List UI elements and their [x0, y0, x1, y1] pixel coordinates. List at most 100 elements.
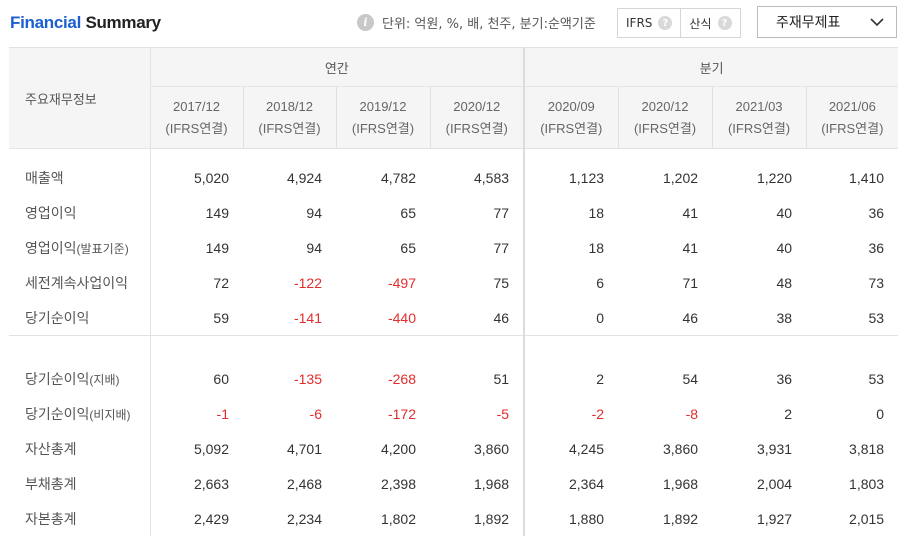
- row-label-text: 자본총계: [25, 510, 77, 527]
- value-cell: 1,202: [663, 169, 699, 186]
- value-cell: 2,398: [380, 475, 416, 492]
- value-cell: 4,200: [380, 440, 416, 457]
- ifrs-help-icon[interactable]: ?: [658, 16, 673, 30]
- value-cell: 41: [682, 239, 699, 256]
- period-type: (IFRS연결): [351, 120, 415, 136]
- period-header: 2020/09 (IFRS연결): [523, 86, 619, 149]
- row-label-text: 당기순이익: [25, 370, 90, 387]
- annual-group-header: 연간: [150, 47, 525, 87]
- value-cell: -6: [309, 405, 322, 422]
- value-cell: -141: [293, 309, 322, 326]
- basis-toggle: IFRS ? 산식 ?: [617, 8, 741, 38]
- summary-header: Financial Summary i 단위: 억원, %, 배, 천주, 분기…: [0, 0, 905, 46]
- period-date: 2020/12: [641, 98, 689, 114]
- value-cell: -8: [685, 405, 699, 422]
- value-cell: 48: [776, 274, 793, 291]
- row-label: 당기순이익: [9, 300, 151, 336]
- value-cell: -2: [523, 396, 619, 431]
- value-cell: 1,927: [757, 510, 793, 527]
- period-header: 2021/06 (IFRS연결): [805, 86, 899, 149]
- table-row: 당기순이익(비지배) -1 -6 -172 -5 -2 -8 2 0: [9, 396, 898, 431]
- row-label: 자산총계: [9, 431, 151, 466]
- unit-info: i 단위: 억원, %, 배, 천주, 분기:순액기준: [357, 13, 596, 32]
- quarter-group-header: 분기: [523, 47, 899, 87]
- row-label: 당기순이익(비지배): [9, 396, 151, 431]
- table-row: 매출액 5,020 4,924 4,782 4,583 1,123 1,202 1,220 1,…: [9, 160, 898, 195]
- ifrs-option[interactable]: IFRS ?: [618, 9, 680, 37]
- value-cell: 1,892: [663, 510, 699, 527]
- value-cell: 41: [682, 204, 699, 221]
- value-cell: 5,092: [193, 440, 229, 457]
- table-row: 부채총계 2,663 2,468 2,398 1,968 2,364 1,968 2,004 1…: [9, 466, 898, 501]
- value-cell: 4,245: [523, 431, 619, 466]
- value-cell: 53: [868, 370, 885, 387]
- value-cell: 3,818: [849, 440, 885, 457]
- row-label-text: 세전계속사업이익: [25, 274, 129, 291]
- row-label-sub: (지배): [89, 372, 120, 387]
- value-cell: 2,429: [193, 510, 229, 527]
- value-cell: 1,968: [474, 475, 510, 492]
- value-cell: 51: [493, 370, 510, 387]
- value-cell: -122: [293, 274, 322, 291]
- table-row: 당기순이익(지배) 60 -135 -268 51 2 54 36 53: [9, 361, 898, 396]
- value-cell: 1,803: [849, 475, 885, 492]
- period-header: 2020/12 (IFRS연결): [617, 86, 713, 149]
- formula-option[interactable]: 산식 ?: [680, 9, 739, 37]
- value-cell: 1,123: [523, 160, 619, 195]
- table-row: 자본총계 2,429 2,234 1,802 1,892 1,880 1,892 1,927 2…: [9, 501, 898, 536]
- value-cell: -172: [387, 405, 416, 422]
- value-cell: -440: [387, 309, 416, 326]
- period-date: 2019/12: [359, 98, 407, 114]
- value-cell: -135: [293, 370, 322, 387]
- value-cell: 4,701: [286, 440, 322, 457]
- period-date: 2021/06: [828, 98, 876, 114]
- info-icon[interactable]: i: [357, 14, 374, 31]
- formula-label: 산식: [689, 16, 712, 31]
- formula-help-icon[interactable]: ?: [717, 16, 732, 30]
- value-cell: 2,468: [286, 475, 322, 492]
- row-label-text: 당기순이익: [25, 309, 90, 326]
- value-cell: 38: [776, 309, 793, 326]
- value-cell: 65: [400, 204, 416, 221]
- row-label-sub: (비지배): [89, 407, 131, 422]
- row-label-text: 매출액: [25, 169, 64, 186]
- value-cell: 75: [493, 274, 510, 291]
- value-cell: 2,234: [286, 510, 322, 527]
- row-label: 매출액: [9, 160, 151, 195]
- row-label: 부채총계: [9, 466, 151, 501]
- period-type: (IFRS연결): [540, 120, 603, 136]
- value-cell: 149: [205, 204, 229, 221]
- period-type: (IFRS연결): [165, 120, 228, 136]
- value-cell: 2,364: [523, 466, 619, 501]
- value-cell: 3,860: [663, 440, 699, 457]
- period-date: 2020/09: [547, 98, 595, 114]
- statement-dropdown[interactable]: 주재무제표: [757, 6, 897, 38]
- period-type: (IFRS연결): [258, 120, 321, 136]
- row-label-text: 자산총계: [25, 440, 77, 457]
- row-label-text: 영업이익: [25, 239, 77, 256]
- value-cell: 73: [868, 274, 885, 291]
- value-cell: 40: [776, 239, 793, 256]
- value-cell: 65: [400, 239, 416, 256]
- value-cell: 1,880: [523, 501, 619, 536]
- value-cell: 2,015: [849, 510, 885, 527]
- value-cell: 1,892: [474, 510, 510, 527]
- value-cell: 18: [523, 230, 619, 265]
- value-cell: 36: [868, 204, 885, 221]
- row-label: 세전계속사업이익: [9, 265, 151, 300]
- value-cell: 46: [682, 309, 699, 326]
- financial-summary-table: 주요재무정보 연간 분기 2017/12 (IFRS연결) 2018/12 (IFRS…: [9, 47, 899, 536]
- dropdown-value: 주재무제표: [776, 15, 841, 31]
- value-cell: 6: [523, 265, 619, 300]
- row-label: 영업이익(발표기준): [9, 230, 151, 265]
- table-row: 당기순이익 59 -141 -440 46 0 46 38 53: [9, 300, 898, 336]
- period-date: 2018/12: [266, 98, 313, 114]
- period-header: 2020/12 (IFRS연결): [429, 86, 525, 149]
- ifrs-label: IFRS: [626, 16, 653, 30]
- row-label: 영업이익: [9, 195, 151, 230]
- period-header: 2021/03 (IFRS연결): [711, 86, 807, 149]
- period-header: 2018/12 (IFRS연결): [242, 86, 336, 149]
- value-cell: 2: [784, 405, 793, 422]
- value-cell: 54: [682, 370, 699, 387]
- value-cell: 94: [306, 204, 322, 221]
